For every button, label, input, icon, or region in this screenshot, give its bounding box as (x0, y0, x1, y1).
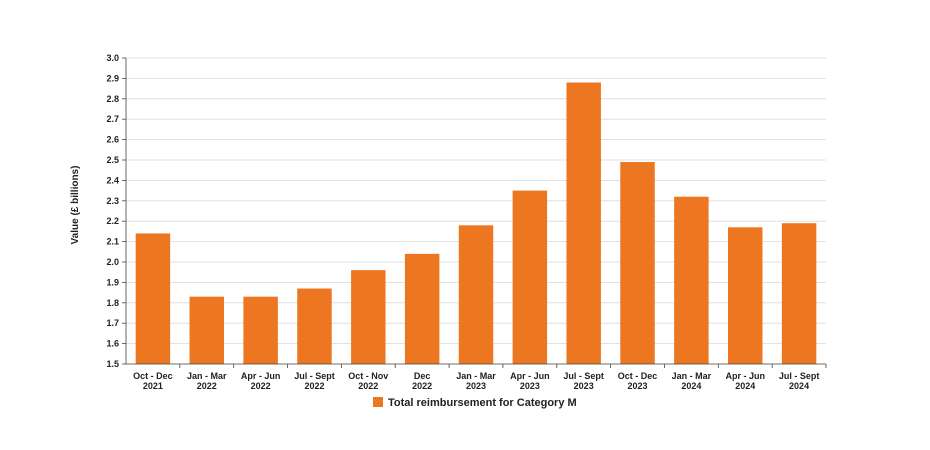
x-tick-label: Oct - Dec (618, 371, 658, 381)
x-tick-label: 2022 (197, 381, 217, 391)
y-axis-title: Value (£ billions) (70, 166, 81, 245)
x-tick-label: 2024 (789, 381, 809, 391)
x-tick-label: Jul - Sept (779, 371, 820, 381)
y-tick-label: 1.8 (106, 298, 119, 308)
bar (781, 223, 817, 364)
legend-swatch (373, 397, 383, 407)
x-tick-label: 2024 (681, 381, 701, 391)
x-tick-label: Apr - Jun (510, 371, 550, 381)
bar (620, 162, 655, 364)
y-tick-label: 2.0 (106, 257, 119, 267)
bar (566, 82, 601, 364)
x-tick-label: Jan - Mar (187, 371, 227, 381)
x-tick-label: 2023 (574, 381, 594, 391)
bar (135, 233, 171, 364)
y-tick-label: 1.7 (106, 318, 119, 328)
x-tick-label: 2024 (735, 381, 755, 391)
x-tick-label: Dec (414, 371, 431, 381)
x-tick-label: 2022 (358, 381, 378, 391)
x-tick-label: Apr - Jun (725, 371, 765, 381)
axes: 1.5 1.6 1.7 1.8 1.9 2.0 2.1 2.2 2.3 2.4 2.5 2.6 2.7 2… (106, 53, 827, 391)
legend-label: Total reimbursement for Category M (388, 397, 577, 409)
y-tick-label: 2.2 (106, 216, 119, 226)
y-tick-label: 2.3 (106, 196, 119, 206)
bar (351, 270, 386, 364)
x-tick-label: Jan - Mar (456, 371, 496, 381)
x-tick-label: Oct - Nov (348, 371, 388, 381)
x-tick-label: Jul - Sept (563, 371, 604, 381)
y-tick-label: 1.5 (106, 359, 119, 369)
bar (458, 225, 494, 364)
legend: Total reimbursement for Category M (373, 397, 577, 409)
y-tick-label: 2.6 (106, 135, 119, 145)
y-tick-label: 2.7 (106, 114, 119, 124)
y-tick-label: 2.4 (106, 175, 119, 185)
bar (674, 196, 709, 364)
y-tick-label: 3.0 (106, 53, 119, 63)
y-tick-label: 1.6 (106, 339, 119, 349)
x-tick-label: Apr - Jun (241, 371, 281, 381)
x-tick-label: 2022 (251, 381, 271, 391)
y-tick-label: 2.9 (106, 73, 119, 83)
bar (243, 296, 278, 364)
x-tick-label: Oct - Dec (133, 371, 173, 381)
bar (189, 296, 224, 364)
x-tick-label: 2023 (628, 381, 648, 391)
x-tick-label: 2022 (304, 381, 324, 391)
y-tick-label: 1.9 (106, 277, 119, 287)
x-tick-label: 2023 (520, 381, 540, 391)
y-tick-label: 2.1 (106, 237, 119, 247)
x-tick-label: Jul - Sept (294, 371, 335, 381)
bar (297, 288, 332, 364)
y-tick-label: 2.5 (106, 155, 119, 165)
y-tick-label: 2.8 (106, 94, 119, 104)
x-tick-label: 2021 (143, 381, 163, 391)
x-tick-label: Jan - Mar (672, 371, 712, 381)
x-tick-label: 2023 (466, 381, 486, 391)
bar (728, 227, 763, 364)
x-tick-label: 2022 (412, 381, 432, 391)
bars (135, 82, 817, 364)
bar (512, 190, 548, 364)
bar (404, 253, 440, 364)
